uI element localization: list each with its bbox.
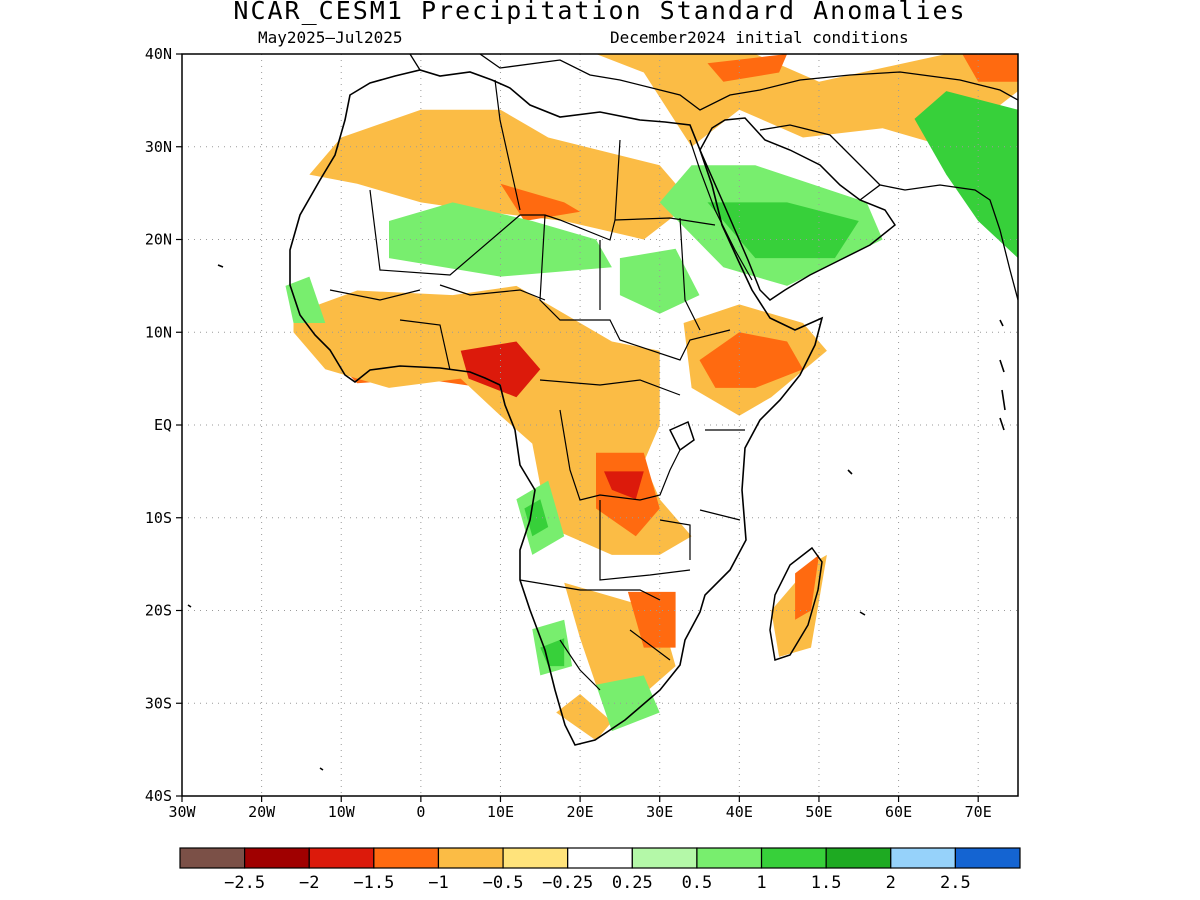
lat-tick-label: 40S — [145, 787, 172, 805]
lon-tick-label: 50E — [805, 803, 832, 821]
lon-tick-label: 70E — [965, 803, 992, 821]
anomaly-region — [500, 183, 581, 221]
lon-tick-label: 10E — [487, 803, 514, 821]
country-borders — [329, 79, 745, 691]
anomaly-region — [619, 248, 700, 314]
colorbar-label: 2 — [886, 873, 896, 893]
colorbar-swatch — [890, 847, 956, 869]
anomaly-shading — [285, 54, 1018, 741]
lat-tick-label: 10N — [145, 323, 172, 341]
anomaly-region — [627, 591, 676, 648]
arabia-coastline — [699, 117, 897, 301]
lon-tick-label: 40E — [726, 803, 753, 821]
colorbar-swatch — [760, 847, 827, 869]
anomaly-region — [460, 341, 541, 398]
colorbar-label: −0.5 — [483, 873, 524, 893]
anomaly-region — [914, 91, 1018, 259]
lat-tick-label: 20S — [145, 602, 172, 620]
anomaly-region — [540, 638, 565, 667]
anomaly-region — [699, 332, 803, 388]
colorbar-swatch — [631, 847, 698, 869]
colorbar-label: 2.5 — [940, 873, 971, 893]
lon-tick-label: 30W — [168, 803, 196, 821]
lat-tick-label: 30N — [145, 138, 172, 156]
colorbar-label: −2 — [299, 873, 319, 893]
lon-tick-label: 60E — [885, 803, 912, 821]
map-title: NCAR_CESM1 Precipitation Standard Anomal… — [233, 0, 967, 25]
lon-tick-label: 0 — [416, 803, 425, 821]
anomaly-region — [604, 471, 644, 500]
lat-tick-label: EQ — [154, 416, 172, 434]
colorbar-label: −1 — [428, 873, 448, 893]
colorbar-swatch — [825, 847, 892, 869]
anomaly-region — [285, 276, 326, 323]
lon-tick-label: 30E — [646, 803, 673, 821]
colorbar-swatch — [373, 847, 440, 869]
colorbar: −2.5 −2 −1.5 −1 −0.5 −0.25 0.25 0.5 1 1.5 2 2.5 — [179, 847, 1021, 893]
colorbar-swatch — [179, 847, 246, 869]
colorbar-label: −1.5 — [353, 873, 394, 893]
lat-tick-label: 20N — [145, 231, 172, 249]
anomaly-region — [293, 285, 692, 555]
lake-victoria — [668, 420, 695, 452]
colorbar-swatch — [567, 847, 633, 869]
middle-east-coastline — [759, 124, 1018, 301]
colorbar-label: −2.5 — [224, 873, 265, 893]
colorbar-swatch — [502, 847, 569, 869]
colorbar-swatch — [954, 847, 1021, 869]
anomaly-region — [795, 554, 819, 620]
colorbar-label: 0.25 — [612, 873, 653, 893]
colorbar-label: 1 — [756, 873, 766, 893]
small-islands — [187, 264, 1006, 771]
anomaly-region — [556, 694, 612, 741]
colorbar-swatch — [437, 847, 504, 869]
madagascar-coastline — [769, 546, 823, 661]
lat-tick-label: 30S — [145, 694, 172, 712]
lat-tick-label: 40N — [145, 45, 172, 63]
initial-conditions-subtitle: December2024 initial conditions — [610, 28, 909, 47]
anomaly-region — [707, 202, 859, 259]
red-sea-shore — [689, 139, 753, 281]
anomaly-region — [596, 54, 1018, 147]
colorbar-swatch — [696, 847, 763, 869]
colorbar-swatch — [244, 847, 310, 869]
africa-coastline — [289, 69, 824, 746]
anomaly-region — [596, 675, 660, 732]
colorbar-label: 0.5 — [682, 873, 713, 893]
europe-asia-coastline — [409, 54, 1018, 111]
lon-tick-label: 20E — [567, 803, 594, 821]
lat-tick-label: 10S — [145, 509, 172, 527]
colorbar-label: 1.5 — [811, 873, 842, 893]
lon-tick-label: 10W — [328, 803, 356, 821]
coastlines-and-borders — [187, 54, 1018, 771]
anomaly-region — [962, 54, 1018, 82]
colorbar-swatch — [308, 847, 375, 869]
colorbar-label: −0.25 — [542, 873, 593, 893]
grid-lines — [182, 54, 1018, 796]
anomaly-region — [707, 54, 788, 82]
period-subtitle: May2025–Jul2025 — [258, 28, 403, 47]
lon-tick-label: 20W — [248, 803, 276, 821]
axis-ticks: 30W 20W 10W 0 10E 20E 30E 40E 50E 60E 70E 40N 30N 20N… — [145, 45, 992, 821]
